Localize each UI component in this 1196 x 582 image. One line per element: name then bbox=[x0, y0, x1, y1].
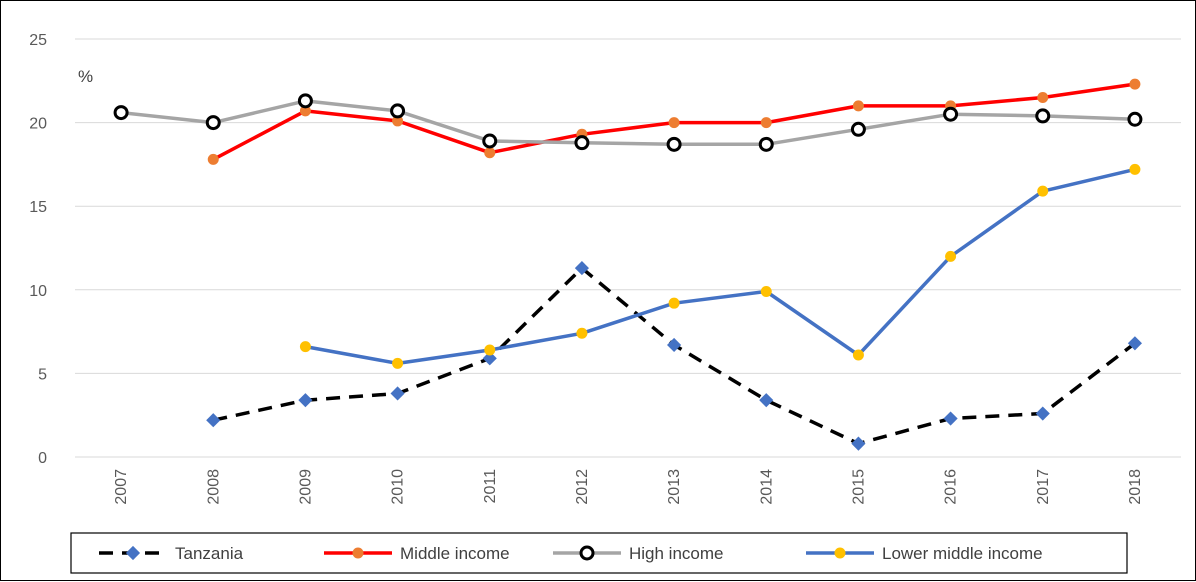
data-point bbox=[945, 250, 957, 262]
data-point bbox=[484, 344, 496, 356]
data-point bbox=[760, 117, 772, 129]
x-tick-label: 2009 bbox=[297, 469, 314, 505]
x-tick-label: 2010 bbox=[390, 469, 407, 505]
x-tick-label: 2008 bbox=[205, 469, 222, 505]
data-point bbox=[392, 357, 404, 369]
gridlines bbox=[75, 38, 1181, 458]
data-point bbox=[1127, 336, 1142, 351]
series-middle-income bbox=[207, 78, 1141, 165]
data-point bbox=[574, 260, 589, 276]
data-point bbox=[390, 103, 406, 119]
legend: Tanzania Middle income High income Lower mi… bbox=[70, 532, 1128, 574]
y-tick-label: 0 bbox=[38, 450, 47, 467]
legend-item: Tanzania bbox=[99, 544, 244, 563]
legend-label: Lower middle income bbox=[882, 544, 1043, 563]
x-tick-label: 2011 bbox=[482, 469, 499, 504]
data-point bbox=[852, 349, 864, 361]
series-lower-middle-income bbox=[299, 163, 1141, 369]
data-point bbox=[759, 393, 774, 408]
data-point bbox=[758, 136, 774, 152]
series-lines bbox=[113, 78, 1143, 451]
data-point bbox=[299, 105, 311, 117]
legend-label: High income bbox=[629, 544, 724, 563]
legend-item: Middle income bbox=[324, 544, 510, 563]
data-point bbox=[297, 93, 313, 109]
data-point bbox=[390, 386, 405, 401]
data-point bbox=[851, 436, 866, 451]
series-tanzania bbox=[206, 260, 1142, 451]
data-point bbox=[1037, 92, 1049, 104]
y-tick-label: 5 bbox=[38, 366, 47, 383]
data-point bbox=[576, 327, 588, 339]
x-tick-label: 2018 bbox=[1127, 469, 1144, 505]
data-point bbox=[299, 341, 311, 353]
legend-label: Middle income bbox=[400, 544, 510, 563]
x-tick-label: 2014 bbox=[758, 469, 775, 505]
legend-swatch-marker bbox=[834, 547, 846, 559]
data-point bbox=[850, 121, 866, 137]
data-point bbox=[484, 147, 496, 159]
data-point bbox=[1035, 406, 1050, 421]
legend-swatch-marker bbox=[579, 545, 595, 561]
data-point bbox=[482, 351, 497, 366]
series-line bbox=[303, 167, 1137, 366]
y-tick-label: 15 bbox=[29, 199, 47, 216]
legend-item: High income bbox=[553, 544, 724, 563]
x-tick-label: 2012 bbox=[574, 469, 591, 505]
x-tick-label: 2015 bbox=[850, 469, 867, 505]
data-point bbox=[113, 105, 129, 121]
x-tick-label: 2013 bbox=[666, 469, 683, 505]
data-point bbox=[852, 100, 864, 112]
series-high-income bbox=[113, 93, 1143, 152]
y-tick-label: 25 bbox=[29, 32, 47, 49]
x-axis-ticks: 2007 2008 2009 2010 2011 2012 2013 2014 2015 2016… bbox=[113, 469, 1144, 505]
x-tick-label: 2007 bbox=[113, 469, 130, 505]
data-point bbox=[668, 117, 680, 129]
data-point bbox=[1035, 108, 1051, 124]
data-point bbox=[482, 133, 498, 149]
y-axis-unit-label: % bbox=[78, 67, 93, 86]
data-point bbox=[943, 106, 959, 122]
y-tick-label: 10 bbox=[29, 283, 47, 300]
data-point bbox=[206, 413, 221, 428]
y-axis-ticks: 0 5 10 15 20 25 bbox=[29, 32, 47, 467]
legend-swatch-marker bbox=[352, 547, 364, 559]
data-point bbox=[667, 337, 682, 353]
x-tick-label: 2016 bbox=[943, 469, 960, 505]
data-point bbox=[1129, 163, 1141, 175]
data-point bbox=[298, 393, 313, 408]
data-point bbox=[1127, 111, 1143, 127]
series-line bbox=[119, 99, 1137, 147]
data-point bbox=[1037, 185, 1049, 197]
legend-swatch-marker bbox=[125, 545, 141, 561]
data-point bbox=[943, 411, 958, 426]
data-point bbox=[392, 115, 404, 127]
y-tick-label: 20 bbox=[29, 116, 47, 133]
data-point bbox=[668, 297, 680, 309]
data-point bbox=[760, 285, 772, 297]
data-point bbox=[666, 136, 682, 152]
legend-label: Tanzania bbox=[175, 544, 244, 563]
data-point bbox=[205, 115, 221, 131]
legend-item: Lower middle income bbox=[806, 544, 1043, 563]
data-point bbox=[574, 135, 590, 151]
data-point bbox=[207, 153, 219, 165]
data-point bbox=[1129, 78, 1141, 90]
x-tick-label: 2017 bbox=[1035, 469, 1052, 505]
